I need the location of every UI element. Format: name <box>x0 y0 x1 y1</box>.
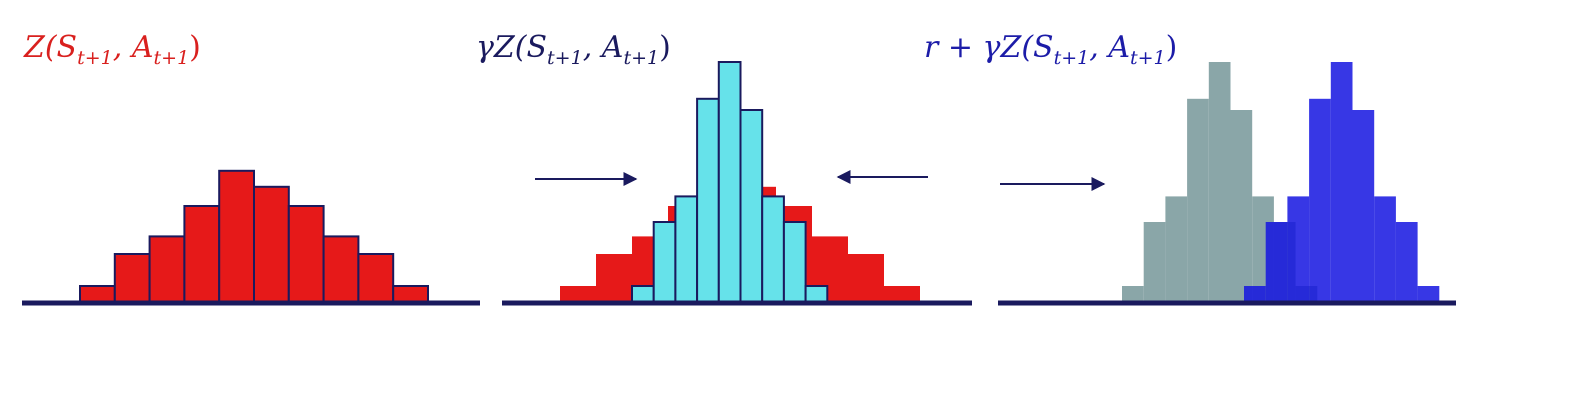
gray-ghost-bar <box>1143 222 1166 302</box>
blue-bar <box>1244 286 1266 302</box>
red-bar <box>322 235 360 303</box>
title-original-mid: , A <box>112 30 154 65</box>
title-shifted-mid: , A <box>1089 30 1130 65</box>
gray-ghost-bar <box>1165 196 1188 302</box>
title-original-main: Z(S <box>24 30 78 65</box>
cyan-bar <box>782 221 807 303</box>
blue-bar <box>1309 98 1331 302</box>
blue-bar <box>1395 222 1418 302</box>
red-bar <box>148 235 186 303</box>
cyan-bar <box>696 97 720 303</box>
cyan-bar <box>631 285 655 303</box>
cyan-bar <box>717 61 742 303</box>
title-shifted-sub1: t+1 <box>1053 47 1090 69</box>
red-background-bar <box>560 286 596 302</box>
title-discounted-sub2: t+1 <box>623 47 660 69</box>
red-background-bar <box>596 254 632 302</box>
gray-ghost-bar <box>1122 286 1144 302</box>
red-bar <box>183 205 221 303</box>
title-shifted-end: ) <box>1165 30 1178 65</box>
cyan-bar <box>761 195 785 303</box>
title-original-sub1: t+1 <box>77 47 113 69</box>
cyan-bar <box>674 195 699 303</box>
blue-bar <box>1265 222 1288 302</box>
blue-bar <box>1417 286 1440 302</box>
gray-ghost-bar <box>1208 62 1231 302</box>
gray-ghost-bar <box>1187 98 1209 302</box>
title-shifted-main: r + γZ(S <box>924 30 1054 65</box>
red-bar <box>392 285 430 303</box>
cyan-bar <box>739 109 764 303</box>
red-bar <box>79 285 116 303</box>
red-bar <box>287 205 325 303</box>
title-shifted-sub2: t+1 <box>1130 47 1166 69</box>
red-bar <box>253 185 290 303</box>
red-background-bar <box>848 254 884 302</box>
blue-bar <box>1287 196 1310 302</box>
title-discounted-sub1: t+1 <box>547 47 583 69</box>
blue-bar <box>1374 196 1396 302</box>
red-bar <box>357 253 395 303</box>
title-discounted-mid: , A <box>582 30 624 65</box>
blue-bar <box>1352 110 1375 302</box>
blue-bar <box>1330 62 1353 302</box>
title-discounted-main: γZ(S <box>476 30 548 65</box>
cyan-bar <box>804 285 829 303</box>
red-background-bar <box>884 286 920 302</box>
title-discounted: γZ(St+1, At+1) <box>476 30 671 69</box>
red-bar <box>218 169 255 303</box>
gray-ghost-bar <box>1230 110 1253 302</box>
title-original-end: ) <box>189 30 201 65</box>
title-shifted: r + γZ(St+1, At+1) <box>924 30 1177 69</box>
title-original: Z(St+1, At+1) <box>24 30 201 69</box>
cyan-bar <box>652 221 677 303</box>
title-original-sub2: t+1 <box>153 47 190 69</box>
title-discounted-end: ) <box>659 30 671 65</box>
red-bar <box>113 253 151 303</box>
